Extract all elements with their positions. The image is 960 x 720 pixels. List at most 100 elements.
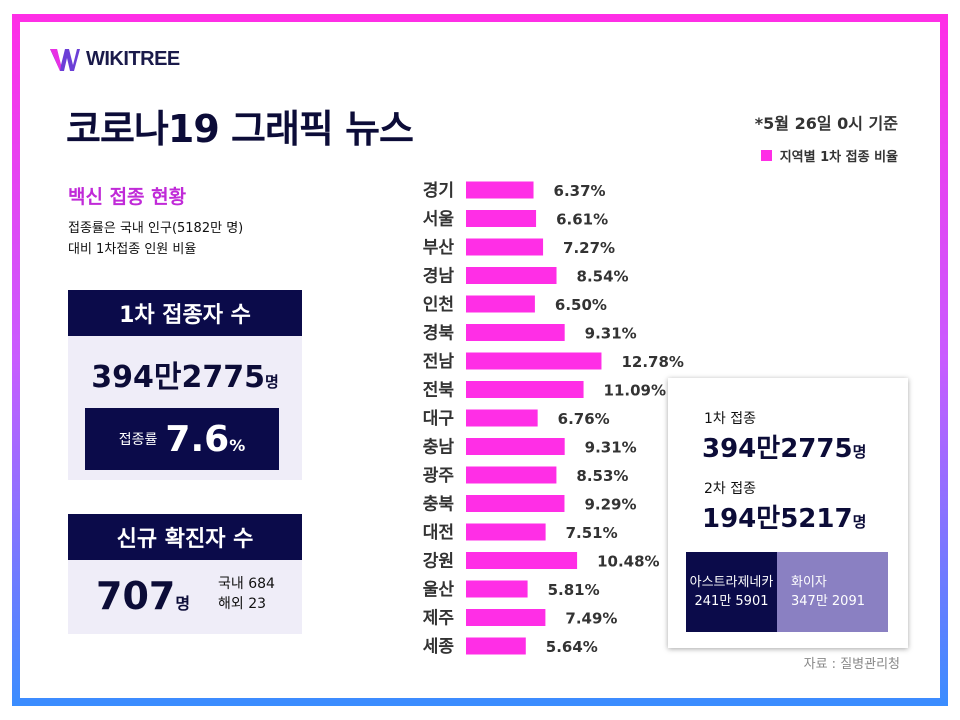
rate-value-label: 10.48%	[597, 553, 659, 571]
domestic-cases: 국내 684	[218, 576, 275, 592]
chart-legend: 지역별 1차 접종 비율	[760, 146, 898, 165]
page-title: 코로나19 그래픽 뉴스	[66, 107, 414, 151]
rate-value-label: 5.81%	[548, 581, 600, 599]
rate-bar	[466, 637, 526, 655]
rate-value-label: 6.76%	[558, 410, 610, 428]
region-label: 대구	[423, 409, 455, 429]
rate-bar	[466, 352, 602, 370]
region-label: 대전	[423, 523, 454, 543]
region-label: 서울	[423, 210, 455, 230]
legend-swatch	[760, 150, 772, 161]
pfizer-name: 화이자	[791, 575, 827, 590]
rate-bar	[466, 609, 546, 626]
rate-label: 접종률	[118, 432, 158, 448]
pfizer-box: 화이자 347만 2091	[777, 552, 888, 632]
region-label: 세종	[423, 637, 455, 657]
region-label: 울산	[423, 580, 455, 600]
vaccine-desc-line2: 대비 1차접종 인원 비율	[68, 242, 197, 257]
rate-bar	[466, 295, 535, 313]
first-dose-card: 1차 접종자 수 394만2775명 접종률 7.6%	[68, 290, 302, 480]
rate-bar	[466, 238, 544, 256]
rate-value-label: 7.51%	[566, 524, 618, 542]
second-dose-total: 194만5217명	[702, 498, 866, 535]
rate-bar	[466, 552, 578, 569]
rate-value-label: 7.27%	[563, 239, 615, 257]
rate-value-label: 5.64%	[546, 638, 598, 656]
regional-rate-chart: 경기 6.37% 서울 6.61% 부산 7.27% 경남 8.54% 인천 6.50% 경북 9.3…	[392, 176, 692, 670]
second-dose-label: 2차 접종	[704, 481, 756, 497]
rate-bar	[466, 381, 584, 398]
legend-label: 지역별 1차 접종 비율	[779, 150, 898, 165]
region-label: 경남	[423, 267, 455, 287]
rate-value-label: 11.09%	[604, 382, 666, 400]
region-label: 충북	[423, 495, 455, 515]
region-label: 경기	[423, 181, 454, 201]
rate-bar	[466, 210, 537, 227]
rate-value-label: 6.61%	[556, 211, 608, 229]
bar-chart-svg: 경기 6.37% 서울 6.61% 부산 7.27% 경남 8.54% 인천 6.50% 경북 9.3…	[423, 181, 684, 657]
rate-value: 7.6	[165, 418, 230, 460]
first-dose-label: 1차 접종	[704, 411, 756, 427]
region-label: 충남	[423, 438, 455, 458]
wikitree-w-icon	[50, 48, 80, 71]
date-basis: *5월 26일 0시 기준	[754, 114, 898, 133]
new-cases-count: 707명	[96, 574, 190, 618]
vaccine-description: 접종률은 국내 인구(5182만 명) 대비 1차접종 인원 비율	[68, 218, 243, 260]
rate-value-label: 9.31%	[585, 325, 637, 343]
vaccine-heading: 백신 접종 현황	[68, 186, 187, 208]
first-dose-total: 394만2775명	[702, 428, 866, 465]
brand-name: WIKITREE	[86, 48, 180, 70]
rate-value-label: 6.37%	[554, 182, 606, 200]
region-label: 광주	[423, 466, 455, 486]
overseas-cases: 해외 23	[218, 596, 267, 612]
rate-value-label: 7.49%	[565, 610, 617, 628]
first-dose-total-unit: 명	[852, 443, 867, 461]
region-label: 제주	[423, 609, 455, 629]
second-dose-total-unit: 명	[852, 513, 867, 531]
rate-bar	[466, 438, 565, 455]
region-label: 전남	[423, 352, 455, 372]
rate-value-label: 9.29%	[584, 496, 636, 514]
first-dose-count-value: 394만2775	[91, 360, 265, 395]
new-cases-value: 707	[96, 574, 176, 618]
region-label: 부산	[423, 238, 455, 258]
first-dose-count: 394만2775명	[68, 352, 302, 396]
rate-bar	[466, 523, 546, 541]
new-cases-card: 신규 확진자 수 707명 국내 684 해외 23	[68, 514, 302, 634]
rate-value-label: 8.53%	[576, 467, 628, 485]
content-area: WIKITREE 코로나19 그래픽 뉴스 *5월 26일 0시 기준 지역별 …	[20, 22, 940, 698]
astrazeneca-name: 아스트라제네카	[689, 575, 774, 590]
first-dose-tag: 1차 접종자 수	[68, 290, 302, 336]
gradient-frame: WIKITREE 코로나19 그래픽 뉴스 *5월 26일 0시 기준 지역별 …	[12, 14, 948, 706]
region-label: 강원	[423, 552, 454, 572]
new-cases-tag: 신규 확진자 수	[68, 514, 302, 560]
rate-bar	[466, 495, 565, 512]
rate-bar	[466, 181, 534, 199]
rate-bar	[466, 409, 538, 427]
rate-figure: 7.6%	[165, 419, 245, 460]
pfizer-value: 347만 2091	[791, 594, 865, 609]
rate-unit: %	[229, 435, 246, 455]
first-dose-count-unit: 명	[264, 373, 279, 391]
rate-bar	[466, 267, 557, 284]
region-label: 인천	[423, 295, 454, 315]
rate-bar	[466, 580, 528, 598]
rate-value-label: 6.50%	[555, 296, 607, 314]
first-dose-total-value: 394만2775	[702, 434, 853, 464]
rate-value-label: 12.78%	[621, 353, 683, 371]
new-cases-breakdown: 국내 684 해외 23	[218, 574, 275, 614]
rate-bar	[466, 324, 565, 341]
rate-bar	[466, 466, 557, 484]
region-label: 경북	[423, 324, 455, 344]
dose-summary-panel: 1차 접종 394만2775명 2차 접종 194만5217명 아스트라제네카 …	[668, 378, 908, 648]
vaccine-brand-split: 아스트라제네카 241만 5901 화이자 347만 2091	[686, 552, 888, 632]
new-cases-unit: 명	[175, 594, 191, 613]
astrazeneca-box: 아스트라제네카 241만 5901	[686, 552, 777, 632]
rate-value-label: 9.31%	[585, 439, 637, 457]
rate-value-label: 8.54%	[577, 268, 629, 286]
region-label: 전북	[423, 381, 455, 401]
brand-logo: WIKITREE	[50, 48, 180, 71]
data-source: 자료 : 질병관리청	[803, 657, 900, 672]
second-dose-total-value: 194만5217	[702, 504, 853, 534]
astrazeneca-value: 241만 5901	[694, 594, 769, 609]
